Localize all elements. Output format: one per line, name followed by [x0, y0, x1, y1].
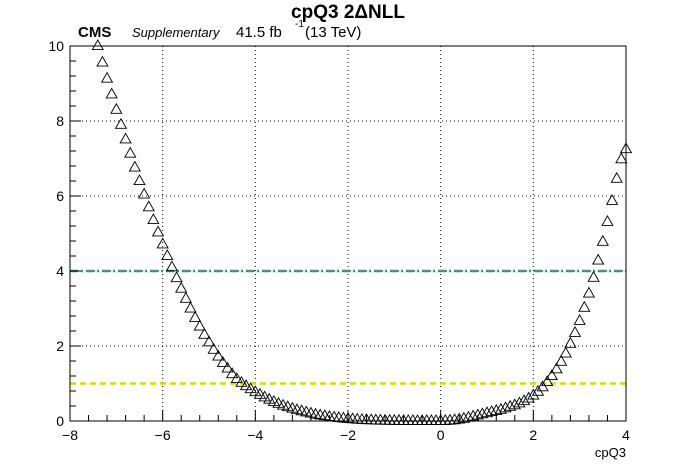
data-point [133, 174, 146, 186]
data-point [216, 355, 230, 367]
data-point [615, 152, 628, 164]
data-point [161, 249, 174, 261]
data-point [573, 313, 586, 325]
data-point [239, 379, 253, 391]
y-tick-label: 0 [56, 413, 64, 429]
data-point [476, 407, 489, 419]
x-tick-label: −6 [155, 427, 171, 443]
data-point [179, 291, 193, 303]
grid [70, 46, 626, 421]
data-point [253, 387, 267, 399]
data-point [105, 87, 118, 99]
axis-ticks [69, 45, 627, 422]
data-point [448, 413, 461, 425]
data-point [453, 412, 466, 424]
y-tick-label: 2 [56, 338, 64, 354]
data-point [545, 369, 559, 381]
data-point [578, 300, 591, 312]
data-point [564, 336, 577, 348]
data-point [527, 388, 540, 400]
data-point [596, 234, 610, 246]
data-point [230, 372, 243, 384]
data-point [225, 367, 239, 379]
data-point [522, 391, 535, 403]
data-point [494, 402, 508, 414]
data-point [554, 354, 568, 366]
y-tick-label: 10 [48, 38, 64, 54]
x-tick-label: 4 [622, 427, 630, 443]
data-point [110, 102, 123, 114]
y-tick-label: 4 [56, 263, 64, 279]
tick-labels: −8 −6 −4 −2 0 2 4 0 2 4 6 8 10 [48, 38, 630, 443]
experiment-label: CMS [78, 24, 111, 41]
data-point [156, 237, 169, 249]
x-axis-label: cpQ3 [595, 445, 626, 460]
data-point [188, 310, 202, 322]
x-tick-label: −4 [247, 427, 263, 443]
y-tick-label: 6 [56, 188, 64, 204]
data-point [147, 213, 160, 225]
data-point [499, 401, 512, 413]
data-point [235, 375, 248, 387]
reference-lines [70, 269, 626, 385]
data-points [91, 39, 633, 426]
chart-title: cpQ3 2ΔNLL [291, 2, 405, 23]
data-point [165, 260, 179, 272]
data-point [244, 382, 257, 394]
data-point [202, 335, 216, 347]
data-point [568, 325, 582, 337]
data-point [96, 55, 109, 67]
data-point [184, 301, 197, 313]
data-point [605, 193, 619, 205]
data-point [119, 132, 132, 144]
energy-label: (13 TeV) [305, 24, 361, 41]
luminosity-label: 41.5 fb [236, 24, 282, 41]
data-point [457, 411, 471, 423]
data-point [249, 385, 262, 397]
data-point [91, 39, 104, 51]
y-tick-label: 8 [56, 113, 64, 129]
data-point [592, 253, 605, 265]
x-tick-label: 0 [437, 427, 445, 443]
data-point [170, 271, 183, 283]
data-point [541, 375, 554, 387]
data-point [221, 361, 234, 373]
data-point [485, 405, 498, 417]
data-point [480, 406, 494, 418]
data-point [513, 396, 526, 408]
data-point [517, 394, 531, 406]
data-point [503, 399, 517, 411]
status-label: Supplementary [132, 25, 221, 40]
data-point [128, 160, 142, 172]
data-point [114, 117, 128, 129]
data-point [466, 409, 480, 421]
data-point [198, 327, 211, 339]
data-point [490, 403, 503, 415]
x-tick-label: −8 [62, 427, 78, 443]
x-tick-label: 2 [529, 427, 537, 443]
data-point [212, 349, 225, 361]
luminosity-exponent: -1 [295, 19, 304, 30]
data-point [559, 346, 572, 358]
data-point [193, 319, 206, 331]
data-point [582, 286, 596, 298]
data-point [151, 225, 165, 237]
x-tick-label: −2 [340, 427, 356, 443]
data-point [175, 281, 188, 293]
data-point [124, 146, 137, 158]
data-point [142, 200, 155, 212]
data-point [610, 171, 623, 183]
data-point [207, 342, 220, 354]
data-point [601, 214, 614, 226]
data-point [137, 187, 151, 199]
data-point [508, 398, 521, 410]
data-point [100, 71, 114, 83]
data-point [587, 270, 600, 282]
data-point [550, 362, 563, 374]
